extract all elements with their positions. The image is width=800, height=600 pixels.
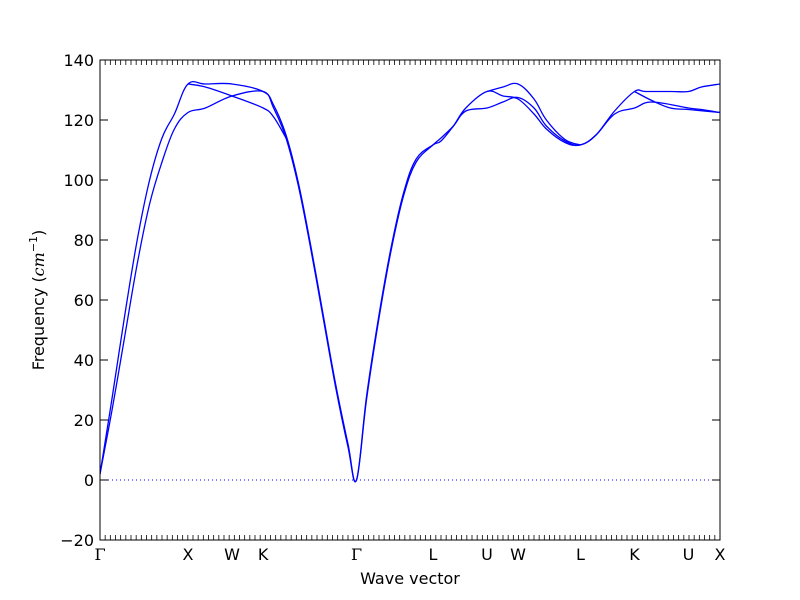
x-tick-label-gamma: Γ <box>351 545 362 564</box>
plot-area <box>100 80 720 483</box>
y-axis-label-paren-close: ) <box>29 230 48 236</box>
band-line-5 <box>634 90 720 114</box>
x-tick-label-x: X <box>715 545 726 564</box>
x-tick-label-w: W <box>510 545 526 564</box>
x-tick-label-gamma: Γ <box>94 545 105 564</box>
band-line-4 <box>486 82 581 146</box>
x-tick-label-k: K <box>258 545 269 564</box>
y-axis-label-unit-exponent: −1 <box>27 236 40 252</box>
y-tick-label: −20 <box>60 531 94 550</box>
y-tick-label: 120 <box>63 111 94 130</box>
x-tick-label-u: U <box>683 545 695 564</box>
y-axis-label-unit: cm <box>29 252 48 276</box>
x-tick-label-k: K <box>629 545 640 564</box>
band-line-3 <box>187 83 287 139</box>
x-tick-label-x: X <box>182 545 193 564</box>
y-axis-label-paren-open: ( <box>29 276 48 287</box>
y-tick-label: 0 <box>84 471 94 490</box>
band-lines <box>100 80 720 483</box>
y-axis-label-text: Frequency <box>29 288 48 371</box>
x-tick-label-w: W <box>224 545 240 564</box>
y-tick-label: 20 <box>74 411 94 430</box>
x-tick-label-l: L <box>576 545 585 564</box>
y-axis-label: Frequency (cm−1) <box>27 230 48 371</box>
y-tick-label: 100 <box>63 171 94 190</box>
y-tick-label: 140 <box>63 51 94 70</box>
y-tick-label: 60 <box>74 291 94 310</box>
x-tick-label-u: U <box>481 545 493 564</box>
x-axis-label: Wave vector <box>360 569 460 588</box>
y-tick-label: 80 <box>74 231 94 250</box>
y-tick-label: 40 <box>74 351 94 370</box>
x-tick-label-l: L <box>429 545 438 564</box>
